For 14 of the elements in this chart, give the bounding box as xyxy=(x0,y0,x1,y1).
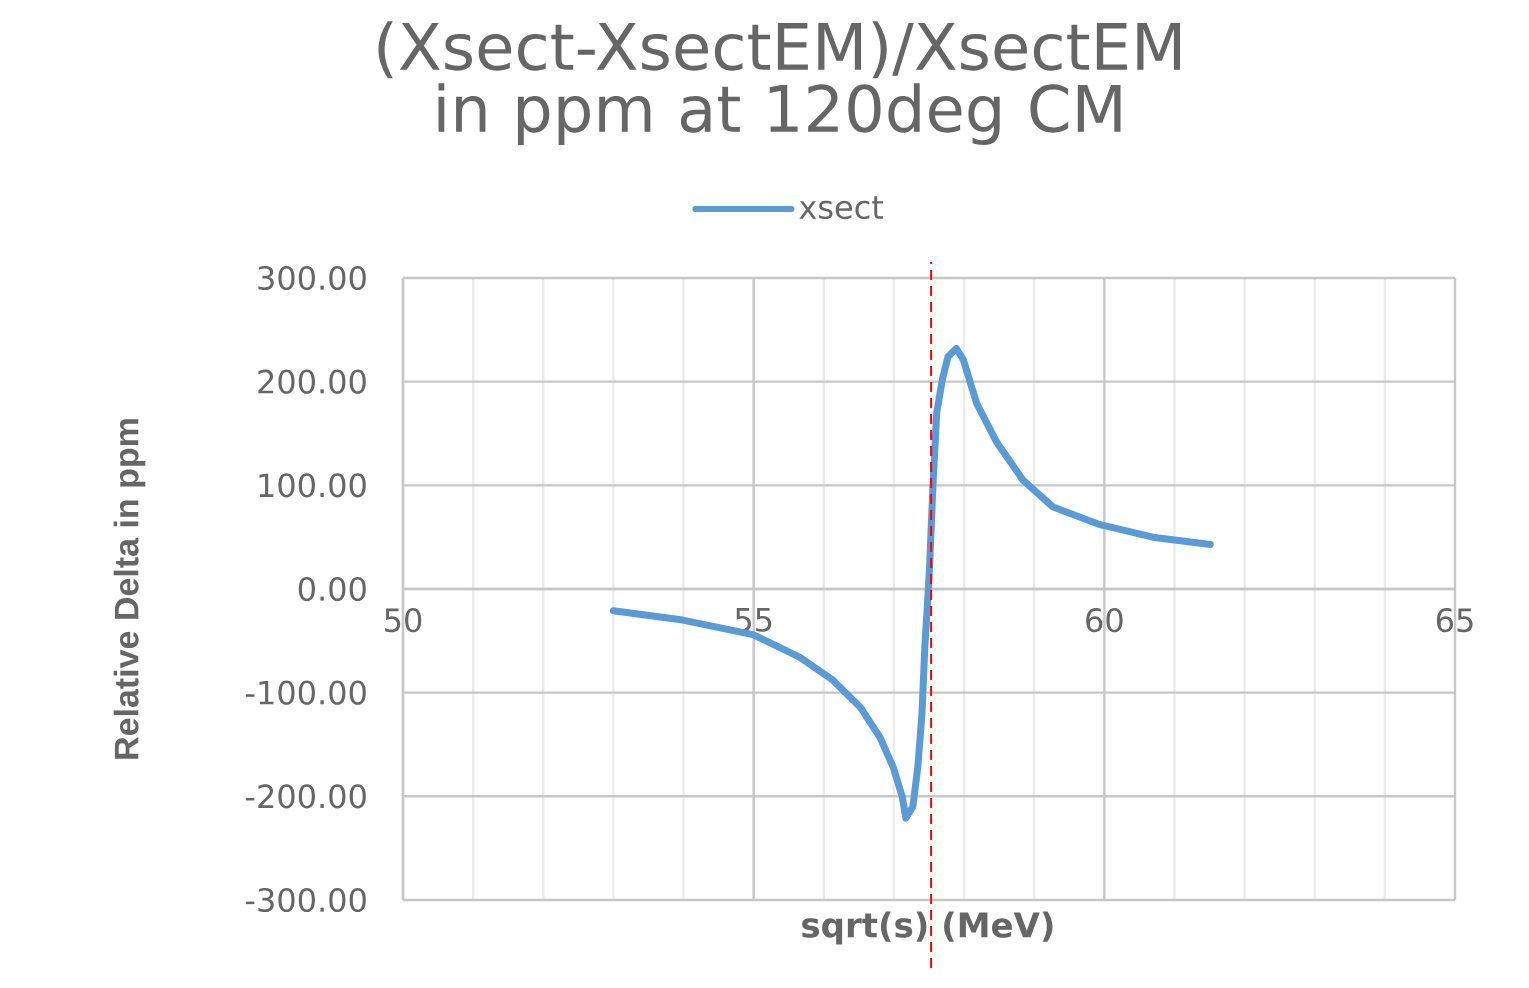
y-tick-label: -200.00 xyxy=(245,784,366,809)
y-tick-label: -100.00 xyxy=(245,680,366,705)
y-axis-title: Relative Delta in ppm xyxy=(113,419,146,759)
y-tick-label: 100.00 xyxy=(259,473,366,498)
chart-title: (Xsect-XsectEM)/XsectEM in ppm at 120deg CM xyxy=(378,21,1181,146)
x-tick-label: 50 xyxy=(385,608,422,633)
y-tick-label: -300.00 xyxy=(245,887,366,913)
x-tick-label: 65 xyxy=(1436,608,1473,633)
y-tick-label: 0.00 xyxy=(298,576,366,602)
legend-label: xsect xyxy=(799,196,884,220)
y-tick-label: 300.00 xyxy=(258,265,366,291)
y-tick-label: 200.00 xyxy=(258,369,366,394)
x-tick-label: 60 xyxy=(1086,608,1123,633)
x-axis-title: sqrt(s) (MeV) xyxy=(802,911,1053,945)
